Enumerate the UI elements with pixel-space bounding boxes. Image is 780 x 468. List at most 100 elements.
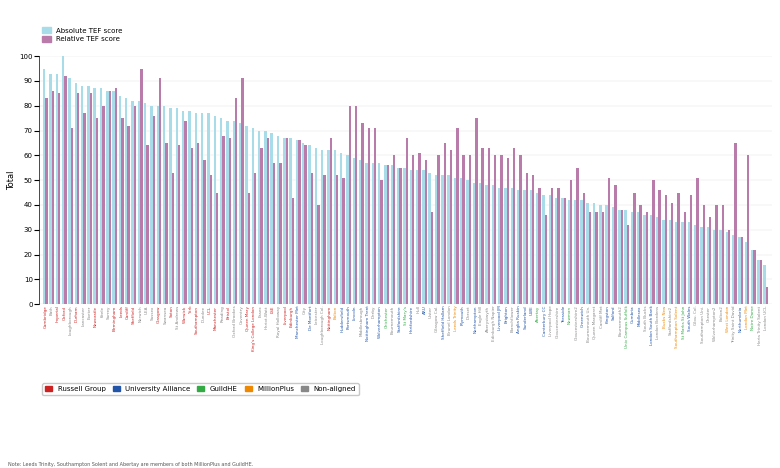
Bar bbox=[658, 190, 661, 304]
Bar bbox=[96, 118, 98, 304]
Bar bbox=[75, 83, 77, 304]
Bar bbox=[627, 225, 629, 304]
Bar bbox=[438, 155, 440, 304]
Bar bbox=[760, 260, 762, 304]
Bar bbox=[614, 185, 616, 304]
Bar bbox=[406, 138, 408, 304]
Bar bbox=[112, 91, 115, 304]
Bar bbox=[292, 197, 294, 304]
Bar bbox=[245, 125, 247, 304]
Bar bbox=[121, 118, 123, 304]
Bar bbox=[361, 123, 363, 304]
Bar bbox=[448, 175, 450, 304]
Bar bbox=[690, 195, 693, 304]
Bar bbox=[751, 249, 753, 304]
Bar bbox=[681, 222, 684, 304]
Bar bbox=[574, 200, 576, 304]
Bar bbox=[505, 188, 507, 304]
Bar bbox=[353, 158, 355, 304]
Bar bbox=[621, 210, 623, 304]
Bar bbox=[330, 138, 332, 304]
Bar bbox=[267, 138, 269, 304]
Bar bbox=[697, 178, 699, 304]
Bar bbox=[460, 178, 463, 304]
Bar bbox=[371, 163, 374, 304]
Bar bbox=[277, 136, 279, 304]
Bar bbox=[747, 155, 750, 304]
Bar bbox=[378, 163, 381, 304]
Bar bbox=[195, 113, 197, 304]
Bar bbox=[251, 128, 254, 304]
Bar bbox=[595, 212, 597, 304]
Bar bbox=[498, 188, 501, 304]
Bar bbox=[321, 150, 324, 304]
Bar bbox=[732, 235, 734, 304]
Bar bbox=[700, 227, 703, 304]
Bar bbox=[163, 106, 165, 304]
Bar bbox=[140, 68, 143, 304]
Bar bbox=[526, 173, 528, 304]
Bar bbox=[94, 88, 96, 304]
Bar bbox=[355, 106, 357, 304]
Bar bbox=[605, 205, 608, 304]
Bar bbox=[481, 148, 484, 304]
Bar bbox=[169, 108, 172, 304]
Bar bbox=[232, 121, 235, 304]
Bar bbox=[507, 158, 509, 304]
Bar bbox=[381, 180, 383, 304]
Bar bbox=[127, 125, 130, 304]
Legend: Russell Group, University Alliance, GuildHE, MillionPlus, Non-aligned: Russell Group, University Alliance, Guil… bbox=[42, 383, 359, 395]
Text: Note: Leeds Trinity, Southampton Solent and Abertay are members of both MillionP: Note: Leeds Trinity, Southampton Solent … bbox=[8, 461, 253, 467]
Bar bbox=[764, 264, 766, 304]
Bar bbox=[625, 210, 627, 304]
Bar bbox=[428, 173, 431, 304]
Bar bbox=[631, 212, 633, 304]
Bar bbox=[204, 161, 206, 304]
Bar bbox=[83, 113, 86, 304]
Bar bbox=[399, 168, 402, 304]
Bar bbox=[359, 161, 361, 304]
Bar bbox=[226, 121, 229, 304]
Bar bbox=[241, 79, 243, 304]
Bar bbox=[298, 140, 300, 304]
Bar bbox=[279, 163, 282, 304]
Bar bbox=[519, 155, 522, 304]
Bar bbox=[511, 188, 513, 304]
Bar bbox=[719, 230, 722, 304]
Bar bbox=[157, 106, 159, 304]
Bar bbox=[393, 155, 395, 304]
Bar bbox=[87, 86, 90, 304]
Bar bbox=[466, 180, 469, 304]
Bar bbox=[757, 260, 760, 304]
Bar bbox=[441, 175, 444, 304]
Bar bbox=[239, 123, 241, 304]
Bar bbox=[58, 93, 60, 304]
Bar bbox=[308, 146, 310, 304]
Bar bbox=[304, 146, 307, 304]
Bar bbox=[220, 118, 222, 304]
Bar bbox=[766, 287, 768, 304]
Bar bbox=[599, 205, 601, 304]
Bar bbox=[222, 136, 225, 304]
Bar bbox=[153, 116, 155, 304]
Bar bbox=[49, 73, 51, 304]
Bar bbox=[530, 190, 532, 304]
Bar bbox=[182, 111, 184, 304]
Bar bbox=[738, 237, 740, 304]
Bar bbox=[178, 146, 180, 304]
Bar bbox=[216, 193, 218, 304]
Bar bbox=[557, 188, 560, 304]
Bar bbox=[753, 249, 756, 304]
Bar bbox=[671, 203, 673, 304]
Bar bbox=[593, 203, 595, 304]
Bar bbox=[55, 73, 58, 304]
Bar bbox=[454, 178, 456, 304]
Bar bbox=[562, 197, 564, 304]
Bar bbox=[662, 220, 665, 304]
Bar bbox=[633, 193, 636, 304]
Bar bbox=[51, 91, 54, 304]
Bar bbox=[151, 106, 153, 304]
Bar bbox=[517, 190, 519, 304]
Bar bbox=[387, 165, 389, 304]
Bar bbox=[444, 143, 446, 304]
